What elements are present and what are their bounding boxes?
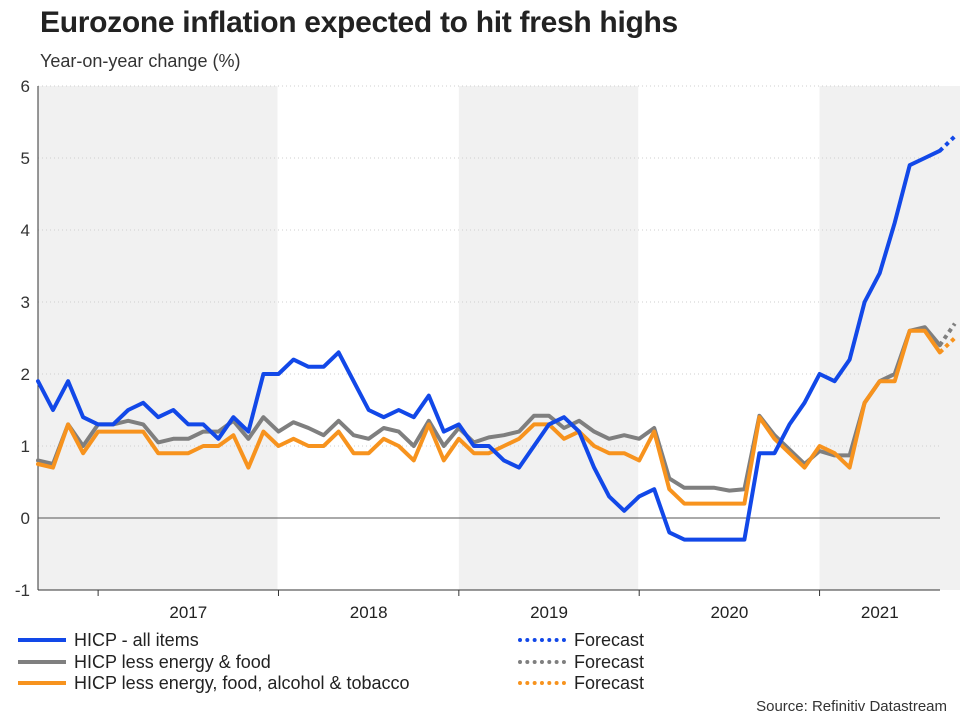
- legend-label-core-alc: HICP less energy, food, alcohol & tobacc…: [74, 672, 410, 693]
- y-tick-label: 4: [21, 221, 30, 240]
- legend-label-hicp: HICP - all items: [74, 629, 199, 650]
- legend-swatch-forecast-core: [518, 660, 566, 664]
- legend-item-hicp: HICP - all items: [18, 629, 199, 651]
- legend-label-forecast-core-alc: Forecast: [574, 672, 645, 693]
- legend-swatch-core: [18, 660, 66, 664]
- series-line-core-alc: [36, 328, 942, 506]
- x-tick-label-2019: 2019: [530, 603, 568, 622]
- y-tick-label: -1: [15, 581, 30, 600]
- legend-item-forecast-hicp: Forecast: [518, 629, 644, 651]
- legend-item-forecast-core: Forecast: [518, 651, 644, 673]
- y-tick-label: 5: [21, 149, 30, 168]
- x-tick-label-2020: 2020: [710, 603, 748, 622]
- y-tick-label: 2: [21, 365, 30, 384]
- year-band-2021: [819, 86, 960, 590]
- forecast-line-hicp: [938, 134, 957, 153]
- x-tick-label-2018: 2018: [350, 603, 388, 622]
- legend-item-core: HICP less energy & food: [18, 651, 271, 673]
- chart-subtitle: Year-on-year change (%): [40, 51, 241, 71]
- legend-left: HICP - all items HICP less energy & food…: [18, 629, 458, 699]
- series-line-core: [36, 325, 942, 493]
- y-tick-label: 0: [21, 509, 30, 528]
- chart-title: Eurozone inflation expected to hit fresh…: [40, 6, 678, 39]
- forecast-line-core-alc: [938, 336, 957, 354]
- y-tick-label: 3: [21, 293, 30, 312]
- series-line-hicp: [36, 148, 942, 542]
- legend-swatch-core-alc: [18, 681, 66, 685]
- x-tick-label-2021: 2021: [861, 603, 899, 622]
- source-note: Source: Refinitiv Datastream: [756, 698, 947, 715]
- legend-swatch-forecast-core-alc: [518, 681, 566, 685]
- legend-right: Forecast Forecast Forecast: [518, 629, 658, 699]
- legend-label-forecast-hicp: Forecast: [574, 629, 645, 650]
- legend-swatch-forecast-hicp: [518, 638, 566, 642]
- legend-label-core: HICP less energy & food: [74, 651, 271, 672]
- legend-label-forecast-core: Forecast: [574, 651, 645, 672]
- legend-item-core-alc: HICP less energy, food, alcohol & tobacc…: [18, 672, 410, 694]
- y-tick-label: 6: [21, 77, 30, 96]
- y-tick-label: 1: [21, 437, 30, 456]
- legend-swatch-hicp: [18, 638, 66, 642]
- legend-item-forecast-core-alc: Forecast: [518, 672, 644, 694]
- x-tick-label-2017: 2017: [169, 603, 207, 622]
- year-band-2017: [38, 86, 278, 590]
- year-band-2019: [458, 86, 639, 590]
